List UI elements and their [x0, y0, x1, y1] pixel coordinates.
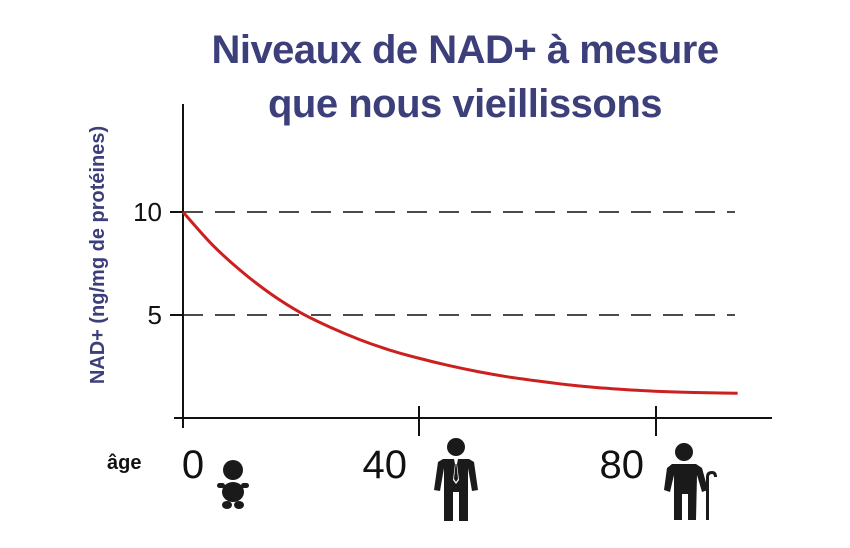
x-tick-label-0: 0 — [182, 443, 204, 487]
series — [181, 210, 738, 395]
y-axis-label: NAD+ (ng/mg de protéines) — [87, 126, 109, 384]
businessman-icon — [434, 438, 478, 521]
series-line-0 — [181, 210, 738, 395]
x-ticks: 0 40 80 — [182, 406, 657, 487]
x-tick-label-2: 80 — [600, 443, 645, 487]
elderly-person-with-cane-icon — [664, 443, 717, 520]
baby-icon — [217, 460, 249, 509]
y-tick-label-1: 5 — [148, 300, 162, 330]
y-tick-label-0: 10 — [133, 197, 162, 227]
chart-title-line-2: que nous vieillissons — [267, 82, 663, 126]
x-tick-label-1: 40 — [363, 443, 408, 487]
x-axis-label: âge — [107, 452, 141, 474]
gridlines — [183, 211, 735, 316]
y-ticks: 10 5 — [133, 197, 183, 330]
chart-title-line-1: Niveaux de NAD+ à mesure — [211, 28, 719, 72]
